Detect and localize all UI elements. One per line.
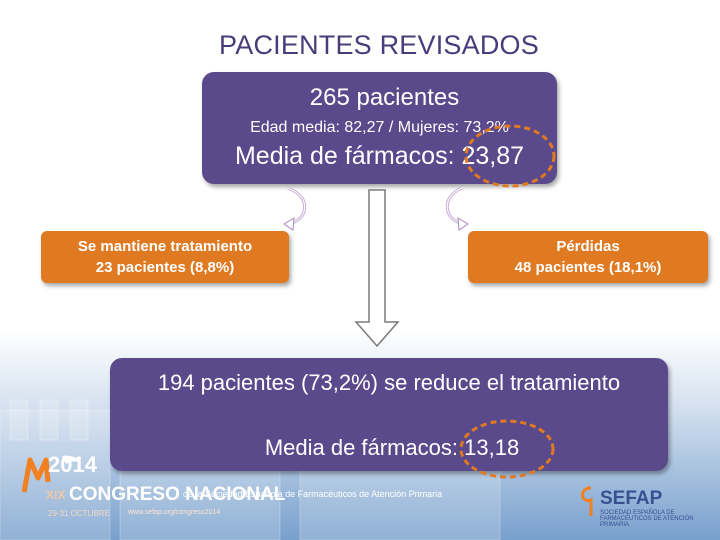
sefap-logo-icon bbox=[581, 486, 593, 516]
congress-title: CONGRESO NACIONAL bbox=[69, 484, 286, 505]
maintained-treatment-box: Se mantiene tratamiento 23 pacientes (8,… bbox=[41, 231, 289, 283]
congress-year: 2014 bbox=[48, 452, 97, 477]
down-arrow-icon bbox=[354, 189, 400, 348]
sefap-brand-subtitle: SOCIEDAD ESPAÑOLA DE FARMACÉUTICOS DE AT… bbox=[600, 510, 694, 528]
congress-edition: XIX bbox=[46, 488, 66, 502]
congress-society: de la Sociedad Española de Farmacéuticos… bbox=[183, 489, 443, 499]
losses-count: 48 pacientes (18,1%) bbox=[514, 259, 662, 276]
curved-arrow-left-icon bbox=[282, 186, 307, 232]
reduced-treatment-box: 194 pacientes (73,2%) se reduce el trata… bbox=[110, 358, 668, 471]
congress-dates: 29-31 OCTUBRE bbox=[48, 509, 110, 518]
initial-mean-drugs-text: Media de fármacos: 23,87 bbox=[234, 142, 525, 170]
total-patients-text: 265 pacientes bbox=[309, 84, 460, 111]
losses-label: Pérdidas bbox=[556, 238, 620, 255]
final-mean-drugs-text: Media de fármacos: 13,18 bbox=[264, 435, 520, 460]
reduced-treatment-text: 194 pacientes (73,2%) se reduce el trata… bbox=[157, 370, 621, 395]
curved-arrow-right-icon bbox=[445, 186, 470, 232]
maintained-treatment-label: Se mantiene tratamiento bbox=[77, 238, 253, 255]
losses-box: Pérdidas 48 pacientes (18,1%) bbox=[468, 231, 708, 283]
total-patients-box: 265 pacientes Edad media: 82,27 / Mujere… bbox=[202, 72, 557, 184]
sefap-brand: SEFAP bbox=[600, 488, 663, 509]
page-title: PACIENTES REVISADOS bbox=[219, 30, 539, 60]
congress-logo-icon bbox=[22, 455, 80, 493]
maintained-treatment-count: 23 pacientes (8,8%) bbox=[95, 259, 235, 276]
demographics-text: Edad media: 82,27 / Mujeres: 73,2% bbox=[250, 119, 509, 136]
congress-website[interactable]: www.sefap.org/congreso2014 bbox=[128, 509, 221, 516]
